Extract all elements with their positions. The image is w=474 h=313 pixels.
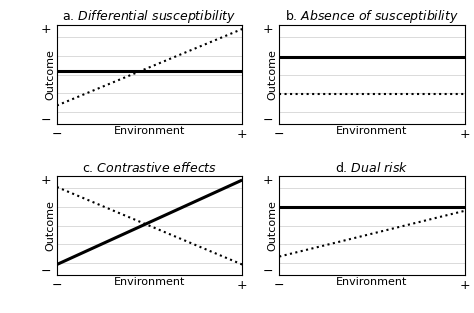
Text: +: + — [459, 128, 470, 141]
Title: a. $\it{Differential\ susceptibility}$: a. $\it{Differential\ susceptibility}$ — [63, 8, 237, 25]
Text: +: + — [237, 128, 247, 141]
X-axis label: Environment: Environment — [114, 126, 185, 136]
Y-axis label: Outcome: Outcome — [268, 49, 278, 100]
X-axis label: Environment: Environment — [336, 126, 408, 136]
Text: +: + — [41, 173, 51, 187]
Text: −: − — [41, 114, 51, 127]
X-axis label: Environment: Environment — [336, 277, 408, 287]
Y-axis label: Outcome: Outcome — [46, 200, 55, 251]
Y-axis label: Outcome: Outcome — [268, 200, 278, 251]
Text: +: + — [263, 23, 273, 35]
Text: −: − — [52, 280, 62, 292]
Text: −: − — [274, 128, 284, 141]
Text: −: − — [263, 114, 273, 127]
Text: +: + — [263, 173, 273, 187]
Text: −: − — [41, 265, 51, 278]
Text: +: + — [41, 23, 51, 35]
Title: b. $\it{Absence\ of\ susceptibility}$: b. $\it{Absence\ of\ susceptibility}$ — [285, 8, 459, 25]
Text: +: + — [237, 280, 247, 292]
Text: −: − — [274, 280, 284, 292]
Title: c. $\it{Contrastive\ effects}$: c. $\it{Contrastive\ effects}$ — [82, 161, 217, 175]
Y-axis label: Outcome: Outcome — [46, 49, 55, 100]
X-axis label: Environment: Environment — [114, 277, 185, 287]
Text: −: − — [263, 265, 273, 278]
Title: d. $\it{Dual\ risk}$: d. $\it{Dual\ risk}$ — [335, 161, 409, 175]
Text: +: + — [459, 280, 470, 292]
Text: −: − — [52, 128, 62, 141]
